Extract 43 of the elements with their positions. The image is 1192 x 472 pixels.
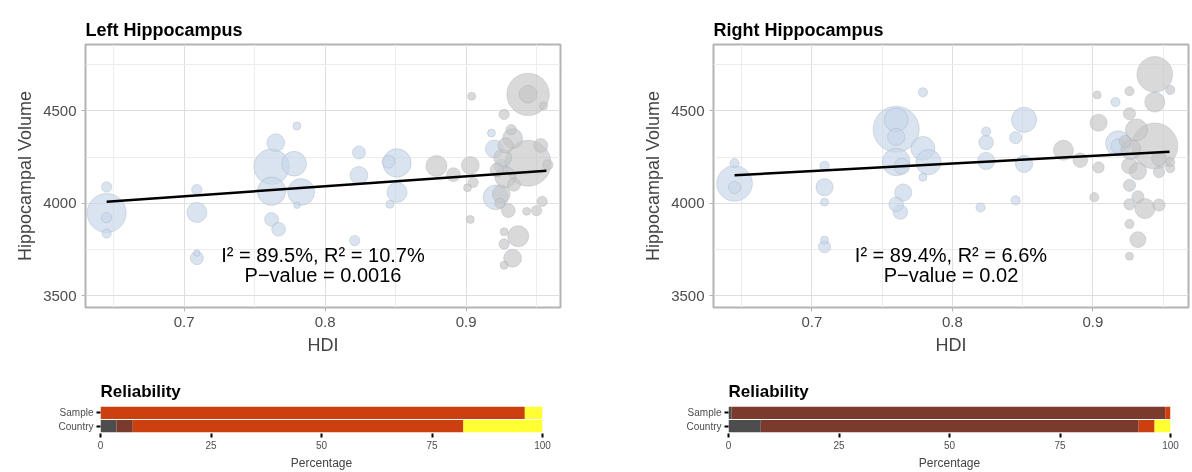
- y-axis-title: Hippocampal Volume: [15, 90, 36, 262]
- y-tick-label: Country: [58, 420, 94, 432]
- x-axis-title: HDI: [935, 334, 967, 355]
- chart-title: Reliability: [728, 381, 810, 401]
- x-tick-label: 25: [205, 439, 217, 451]
- x-tick-label: 0.7: [801, 312, 823, 330]
- annotation: I² = 89.5%, R² = 10.7%: [221, 243, 425, 266]
- y-tick-label: 3500: [43, 286, 77, 304]
- y-tick-label: Sample: [687, 407, 722, 419]
- x-tick-label: 0.9: [1082, 312, 1104, 330]
- chart-title: Reliability: [100, 381, 182, 401]
- x-tick-label: 100: [534, 439, 552, 451]
- x-tick-label: 50: [315, 439, 328, 451]
- x-tick-label: 0.8: [314, 312, 336, 330]
- x-tick-label: 0.9: [455, 312, 477, 330]
- x-axis-title: Percentage: [918, 455, 981, 470]
- x-tick-label: 25: [833, 439, 845, 451]
- chart-title: Right Hippocampus: [713, 19, 884, 40]
- x-tick-label: 75: [1054, 439, 1066, 451]
- x-tick-label: 0.8: [941, 312, 963, 330]
- annotation: I² = 89.4%, R² = 6.6%: [854, 243, 1048, 266]
- y-tick-label: Sample: [59, 407, 94, 419]
- x-axis-title: Percentage: [290, 455, 353, 470]
- y-tick-label: 4000: [43, 194, 77, 212]
- x-axis-title: HDI: [307, 334, 339, 355]
- bar: [116, 420, 133, 433]
- y-tick-label: 4000: [671, 194, 705, 212]
- bar: [1154, 420, 1171, 433]
- chart-title: Left Hippocampus: [85, 19, 243, 40]
- x-tick-label: 100: [1162, 439, 1180, 451]
- x-tick-label: 75: [426, 439, 438, 451]
- y-axis-title: Hippocampal Volume: [643, 90, 664, 262]
- y-tick-label: Country: [686, 420, 722, 432]
- x-tick-label: 0.7: [173, 312, 195, 330]
- x-tick-label: 0: [97, 439, 104, 451]
- bar: [1165, 406, 1171, 419]
- x-tick-label: 50: [943, 439, 956, 451]
- bar: [1138, 420, 1155, 433]
- bar: [100, 420, 117, 433]
- y-tick-label: 3500: [671, 286, 705, 304]
- y-tick-label: 4500: [43, 101, 77, 119]
- y-tick-label: 4500: [671, 101, 705, 119]
- x-tick-label: 0: [725, 439, 732, 451]
